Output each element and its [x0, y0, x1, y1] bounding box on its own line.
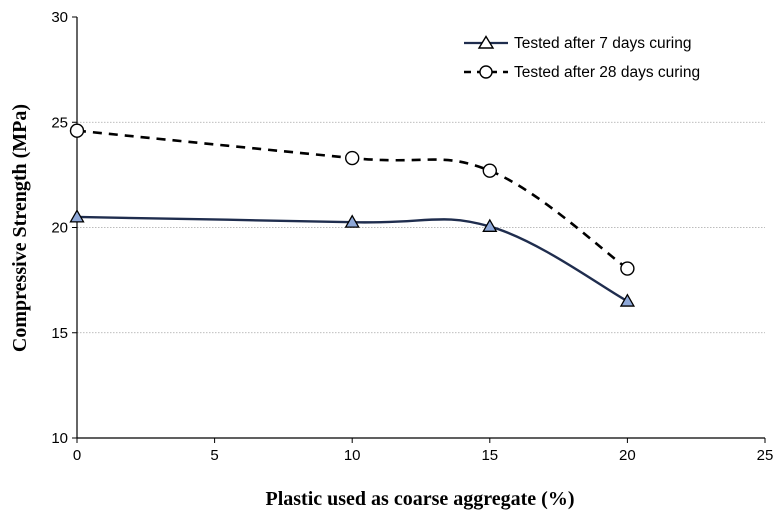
y-tick-label-30: 30 — [51, 9, 68, 26]
x-tick-label-10: 10 — [344, 447, 361, 464]
legend-label-7-days: Tested after 7 days curing — [514, 35, 692, 52]
x-axis-title: Plastic used as coarse aggregate (%) — [265, 488, 574, 510]
axes — [72, 16, 766, 443]
triangle-marker-7-days-point-10 — [344, 214, 360, 228]
legend-triangle-marker — [477, 35, 495, 49]
x-tick-label-0: 0 — [73, 447, 81, 464]
legend-label-28-days: Tested after 28 days curing — [514, 64, 700, 81]
x-tick-label-25: 25 — [757, 447, 774, 464]
tick-labels: 10 15 20 25 30 0 5 10 15 20 25 — [51, 9, 773, 464]
series-line-7-days — [76, 215, 628, 303]
y-tick-label-10: 10 — [51, 430, 68, 447]
circle-marker-28-days-point-0 — [69, 123, 85, 138]
y-axis-title: Compressive Strength (MPa) — [9, 104, 31, 352]
gridlines — [77, 121, 765, 334]
x-tick-label-15: 15 — [481, 447, 498, 464]
series-lines — [76, 129, 629, 303]
y-tick-label-15: 15 — [51, 325, 68, 342]
data-markers — [69, 123, 636, 307]
triangle-marker-7-days-point-15 — [482, 218, 498, 232]
legend-circle-marker — [479, 65, 493, 79]
circle-marker-28-days-point-20 — [620, 261, 635, 276]
y-tick-label-20: 20 — [51, 220, 68, 237]
legend-item-7-days: Tested after 7 days curing — [464, 35, 692, 52]
legend: Tested after 7 days curing Tested after … — [464, 35, 700, 81]
y-tick-label-25: 25 — [51, 114, 68, 131]
triangle-marker-7-days-point-0 — [69, 209, 85, 223]
x-tick-label-5: 5 — [210, 447, 218, 464]
legend-item-28-days: Tested after 28 days curing — [464, 64, 700, 81]
series-line-28-days — [76, 129, 629, 270]
x-tick-label-20: 20 — [619, 447, 636, 464]
circle-marker-28-days-point-15 — [482, 163, 497, 178]
circle-marker-28-days-point-10 — [345, 150, 360, 166]
triangle-marker-7-days-point-20 — [619, 293, 636, 307]
